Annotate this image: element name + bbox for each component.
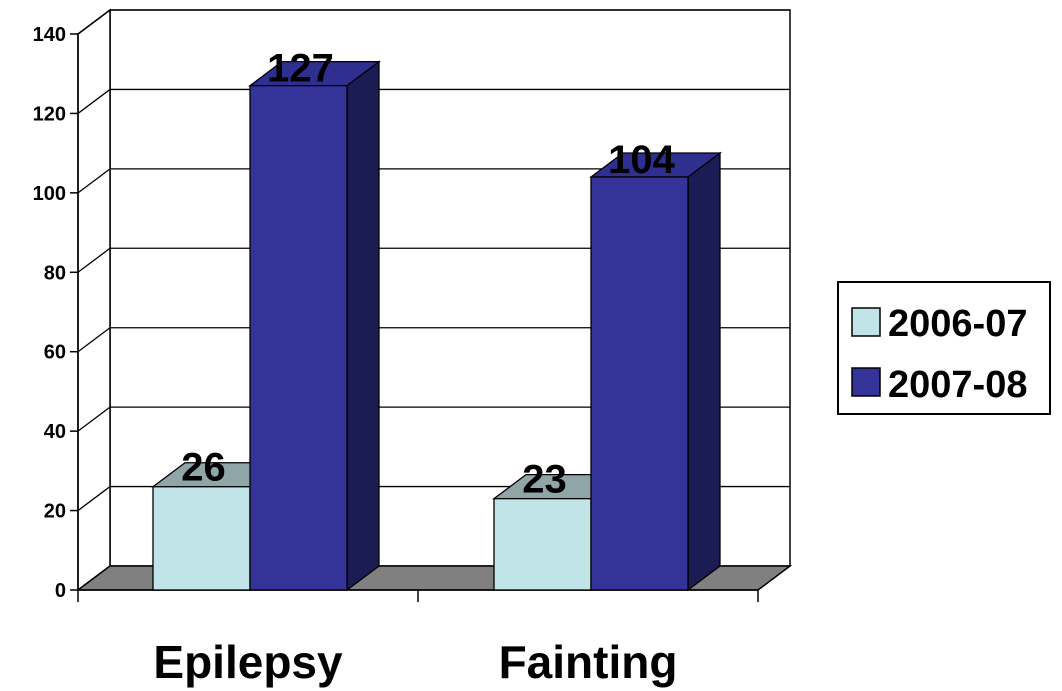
data-label: 104 <box>608 138 675 182</box>
category-label-epilepsy: Epilepsy <box>153 636 343 688</box>
legend-label-2006-07: 2006-07 <box>888 303 1027 345</box>
gridline-side <box>77 406 111 432</box>
gridline-side <box>77 168 111 194</box>
y-tick-label: 0 <box>55 580 66 602</box>
gridline-side <box>77 247 111 273</box>
y-tick-label: 100 <box>33 183 66 205</box>
data-labels: 26 127 23 104 <box>181 47 675 502</box>
legend: 2006-07 2007-08 <box>837 281 1051 415</box>
bar-epilepsy-2007-08 <box>248 60 381 592</box>
y-tick-label: 40 <box>44 421 66 443</box>
bar-fainting-2007-08 <box>589 151 722 592</box>
data-label: 26 <box>181 446 226 490</box>
legend-swatch-2006-07 <box>851 307 881 337</box>
category-label-fainting: Fainting <box>499 636 678 688</box>
bar-side <box>346 60 380 592</box>
gridline-side <box>77 88 111 114</box>
bar-front <box>590 176 689 591</box>
gridline-side <box>77 327 111 353</box>
y-tick-label: 80 <box>44 262 66 284</box>
y-tick-label: 20 <box>44 501 66 523</box>
y-axis: 0 20 40 60 80 100 120 140 <box>33 24 758 602</box>
legend-label-2007-08: 2007-08 <box>888 364 1027 406</box>
legend-swatch-2007-08 <box>851 367 881 397</box>
gridline-side <box>77 486 111 512</box>
bar-front <box>152 486 251 591</box>
y-tick-label: 140 <box>33 24 66 46</box>
bar-front <box>249 84 348 591</box>
bar-front <box>493 498 592 591</box>
bar-side <box>687 151 721 592</box>
side-wall <box>77 8 111 592</box>
data-label: 127 <box>267 47 334 91</box>
y-tick-label: 60 <box>44 342 66 364</box>
bars <box>151 60 722 592</box>
gridline-side <box>77 9 111 35</box>
y-tick-label: 120 <box>33 103 66 125</box>
x-axis: Epilepsy Fainting <box>77 590 759 688</box>
data-label: 23 <box>522 458 567 502</box>
